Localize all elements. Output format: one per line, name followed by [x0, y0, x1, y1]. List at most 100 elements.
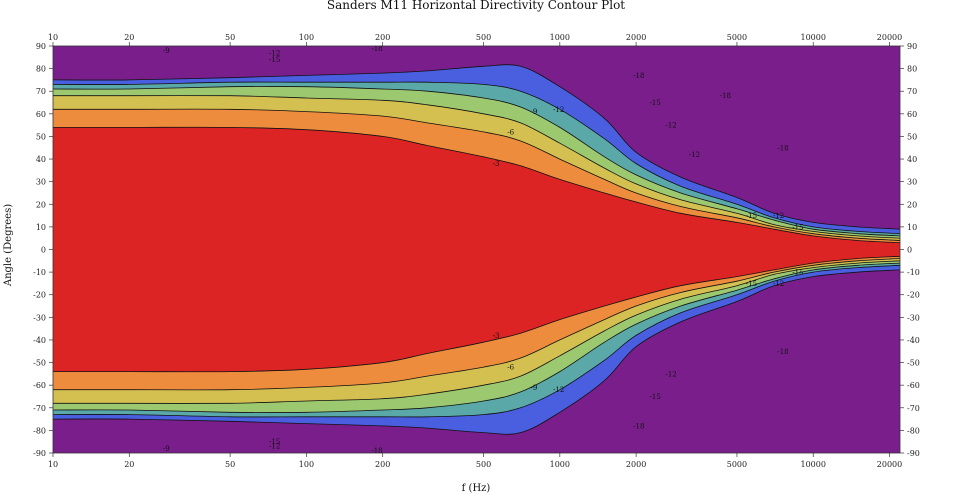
contour-label: -18	[777, 348, 788, 356]
x-tick-label-bottom: 10	[48, 460, 58, 469]
contour-line-lower-minus-3	[52, 255, 901, 373]
contour-label: -15	[792, 223, 803, 231]
contour-label: -9	[163, 445, 170, 453]
y-tick-label-left: 30	[36, 178, 46, 187]
contour-label: -18	[633, 72, 644, 80]
contour-label: -15	[650, 99, 661, 107]
y-tick-label-right: -60	[907, 381, 920, 390]
y-tick-label-right: -30	[907, 313, 920, 322]
contour-line-upper-minus-18	[52, 64, 901, 230]
x-tick-label-top: 2000	[626, 33, 646, 42]
y-tick-label-left: -20	[33, 291, 46, 300]
contour-line-lower-minus-6	[53, 258, 901, 391]
axes: 1010202050501001002002005005001000100020…	[33, 33, 920, 469]
y-tick-label-left: -90	[33, 449, 46, 458]
contour-label: -12	[665, 370, 676, 378]
chart-title: Sanders M11 Horizontal Directivity Conto…	[327, 0, 625, 12]
y-tick-label-left: 90	[36, 42, 46, 51]
y-tick-label-right: -10	[907, 268, 920, 277]
x-tick-label-bottom: 100	[299, 460, 314, 469]
y-tick-label-right: -70	[907, 404, 920, 413]
y-tick-label-right: 20	[907, 200, 917, 209]
contour-label: -12	[773, 212, 784, 220]
y-tick-label-right: 30	[907, 178, 917, 187]
contour-label: -9	[530, 384, 537, 392]
y-tick-label-left: -70	[33, 404, 46, 413]
y-tick-label-right: -80	[907, 426, 920, 435]
x-tick-label-top: 10	[48, 33, 58, 42]
contour-line-upper-minus-15	[52, 81, 901, 235]
contour-lines	[52, 64, 901, 435]
contour-label: -15	[269, 438, 280, 446]
x-tick-label-top: 20	[124, 33, 134, 42]
contour-label: -18	[720, 92, 731, 100]
y-tick-label-right: -90	[907, 449, 920, 458]
x-tick-label-bottom: 50	[225, 460, 235, 469]
x-tick-label-bottom: 5000	[727, 460, 747, 469]
contour-label: -15	[650, 393, 661, 401]
x-tick-label-top: 20000	[877, 33, 902, 42]
contour-line-upper-minus-9	[53, 95, 901, 239]
contour-label: -15	[746, 212, 757, 220]
contour-label: -15	[746, 280, 757, 288]
contour-label: -15	[792, 269, 803, 277]
contour-label: -18	[633, 422, 644, 430]
plot-area	[53, 46, 900, 453]
contour-labels: -9 -12-15-18-3-6-9 -12-18-15-12-12-15 -12-1…	[163, 45, 804, 455]
y-tick-label-left: 60	[36, 110, 46, 119]
y-tick-label-right: 40	[907, 155, 917, 164]
contour-line-upper-minus-12	[52, 86, 901, 237]
x-tick-label-bottom: 500	[476, 460, 491, 469]
contour-label: -12	[269, 49, 280, 57]
y-tick-label-left: -10	[33, 268, 46, 277]
contour-label: -9	[530, 108, 537, 116]
x-tick-label-top: 5000	[727, 33, 747, 42]
x-tick-label-bottom: 2000	[626, 460, 646, 469]
y-tick-label-right: -40	[907, 336, 920, 345]
x-tick-label-top: 1000	[550, 33, 570, 42]
x-tick-label-top: 100	[299, 33, 314, 42]
y-tick-label-right: 10	[907, 223, 917, 232]
contour-label: -3	[493, 160, 500, 168]
y-tick-label-right: -20	[907, 291, 920, 300]
contour-label: -18	[371, 45, 382, 53]
y-tick-label-right: 50	[907, 132, 917, 141]
contour-label: -6	[507, 364, 514, 372]
y-tick-label-right: 0	[907, 246, 912, 255]
x-axis-title: f (Hz)	[462, 483, 491, 494]
y-tick-label-left: 50	[36, 132, 46, 141]
x-tick-label-bottom: 10000	[801, 460, 826, 469]
contour-label: -12	[269, 443, 280, 451]
y-tick-label-left: 70	[36, 87, 46, 96]
y-tick-label-right: 80	[907, 65, 917, 74]
y-tick-label-left: -30	[33, 313, 46, 322]
y-tick-label-left: 10	[36, 223, 46, 232]
y-tick-label-right: 60	[907, 110, 917, 119]
y-axis-title: Angle (Degrees)	[3, 204, 14, 287]
contour-line-upper-minus-6	[52, 108, 901, 241]
contour-label: -12	[553, 386, 564, 394]
y-tick-label-left: 0	[41, 246, 46, 255]
contour-band-minus-3	[53, 127, 900, 372]
contour-label: -12	[689, 151, 700, 159]
contour-label: -18	[777, 144, 788, 152]
contour-label: -6	[507, 128, 514, 136]
contour-line-lower-minus-15	[52, 264, 901, 418]
contour-line-upper-minus-3	[52, 126, 901, 244]
contour-label: -12	[773, 280, 784, 288]
contour-label: -12	[665, 122, 676, 130]
y-tick-label-left: 40	[36, 155, 46, 164]
contour-label: -9	[163, 47, 170, 55]
contour-label: -12	[553, 106, 564, 114]
contour-label: -15	[269, 56, 280, 64]
x-tick-label-top: 500	[476, 33, 491, 42]
x-tick-label-top: 50	[225, 33, 235, 42]
contour-label: -3	[493, 332, 500, 340]
y-tick-label-left: -40	[33, 336, 46, 345]
x-tick-label-bottom: 20	[124, 460, 134, 469]
y-tick-label-left: 20	[36, 200, 46, 209]
y-tick-label-left: -50	[33, 359, 46, 368]
contour-label: -18	[371, 447, 382, 455]
y-tick-label-right: -50	[907, 359, 920, 368]
